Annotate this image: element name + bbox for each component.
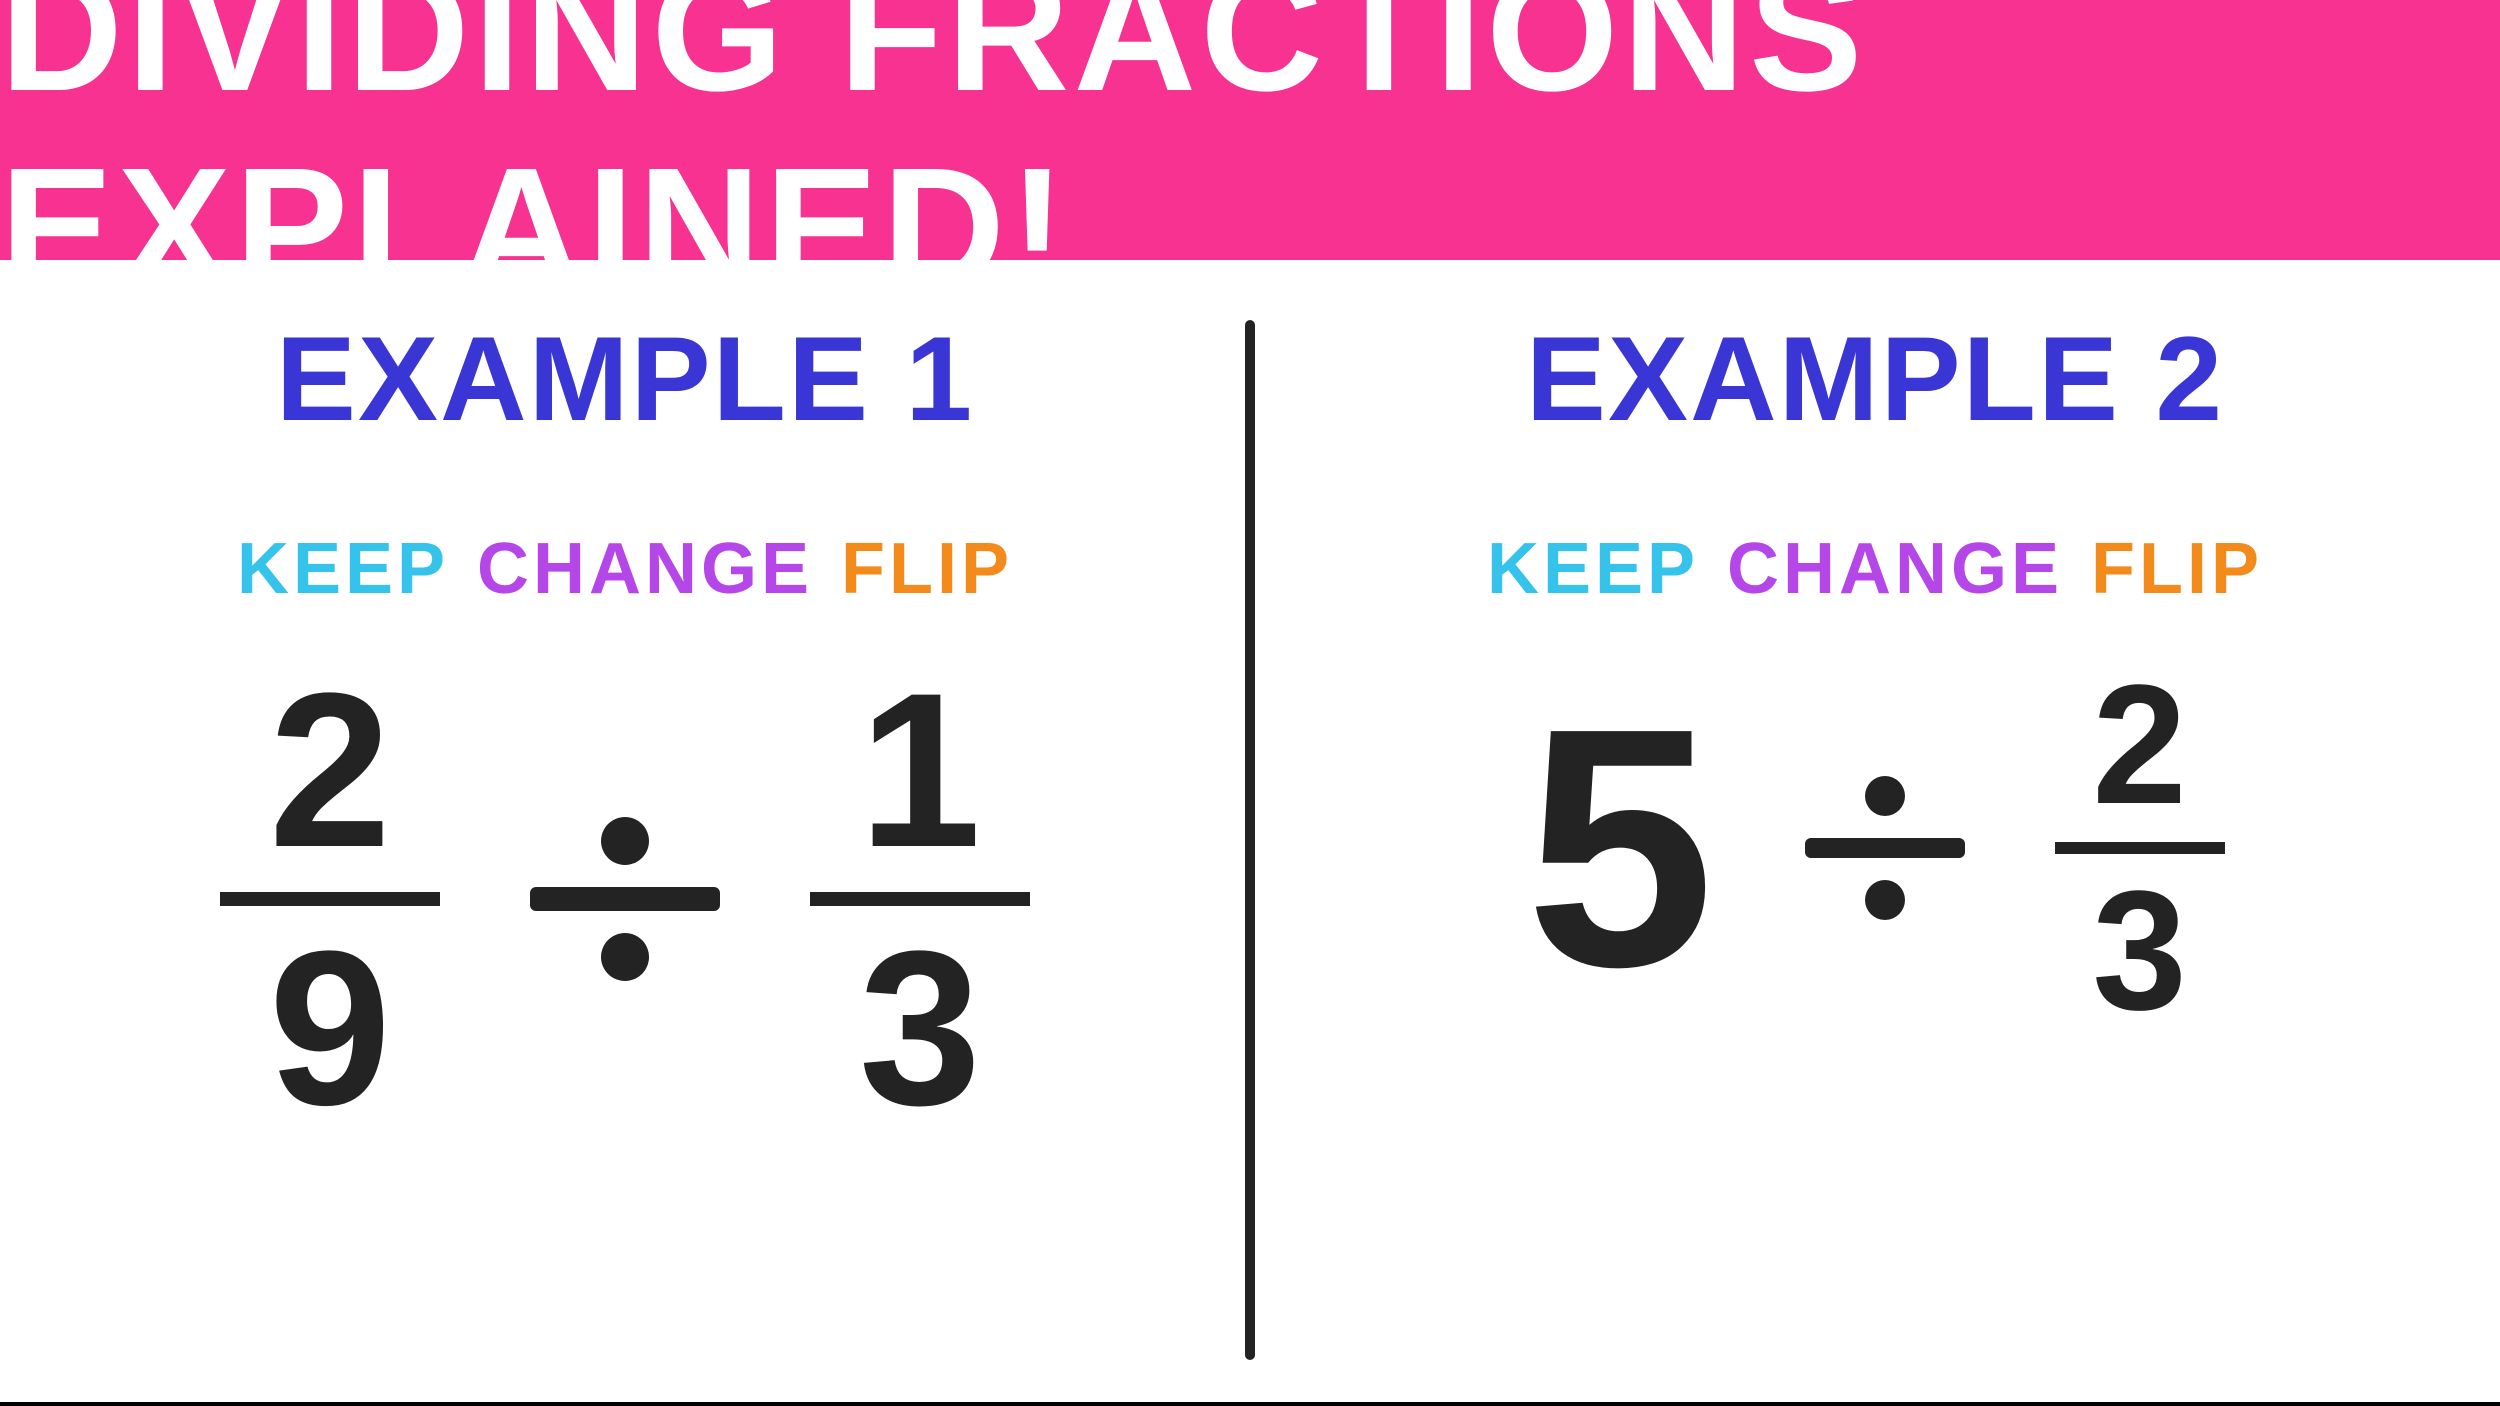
- header-banner: DIVIDING FRACTIONS EXPLAINED!: [0, 0, 2500, 260]
- fraction-2-right-num: 2: [2092, 660, 2187, 830]
- fraction-1-left-line: [220, 892, 440, 906]
- flip-label-1: FLIP: [841, 528, 1013, 610]
- keep-label-1: KEEP: [237, 528, 449, 610]
- fraction-2-right-line: [2055, 842, 2225, 854]
- divide-dot-bottom-2: [1865, 880, 1905, 920]
- fraction-1-left: 2 9: [220, 660, 440, 1138]
- bottom-border: [0, 1402, 2500, 1406]
- divide-icon-2: [1805, 776, 1965, 920]
- fraction-1-right-den: 3: [859, 918, 981, 1138]
- flip-label-2: FLIP: [2091, 528, 2263, 610]
- fraction-1-right-num: 1: [859, 660, 981, 880]
- fraction-1-left-num: 2: [269, 660, 391, 880]
- divide-dot-top-2: [1865, 776, 1905, 816]
- fraction-2-right-den: 3: [2092, 866, 2187, 1036]
- divide-dot-top-1: [601, 817, 649, 865]
- kcf-row-1: KEEP CHANGE FLIP: [237, 528, 1013, 610]
- fraction-1-right-line: [810, 892, 1030, 906]
- kcf-row-2: KEEP CHANGE FLIP: [1487, 528, 2263, 610]
- example-2: EXAMPLE 2 KEEP CHANGE FLIP 5 2 3: [1250, 260, 2500, 1406]
- example-1-title: EXAMPLE 1: [276, 310, 974, 448]
- divide-bar-1: [530, 887, 720, 911]
- content-area: EXAMPLE 1 KEEP CHANGE FLIP 2 9 1 3: [0, 260, 2500, 1406]
- change-label-2: CHANGE: [1727, 528, 2063, 610]
- equation-1: 2 9 1 3: [220, 660, 1030, 1138]
- fraction-2-right: 2 3: [2055, 660, 2225, 1036]
- whole-number-2: 5: [1525, 678, 1714, 1018]
- divide-bar-2: [1805, 838, 1965, 858]
- fraction-1-left-den: 9: [269, 918, 391, 1138]
- change-label-1: CHANGE: [477, 528, 813, 610]
- divide-dot-bottom-1: [601, 933, 649, 981]
- example-1: EXAMPLE 1 KEEP CHANGE FLIP 2 9 1 3: [0, 260, 1250, 1406]
- equation-2: 5 2 3: [1525, 660, 2224, 1036]
- example-2-title: EXAMPLE 2: [1526, 310, 2224, 448]
- vertical-divider: [1245, 320, 1255, 1360]
- keep-label-2: KEEP: [1487, 528, 1699, 610]
- fraction-1-right: 1 3: [810, 660, 1030, 1138]
- divide-icon-1: [530, 817, 720, 981]
